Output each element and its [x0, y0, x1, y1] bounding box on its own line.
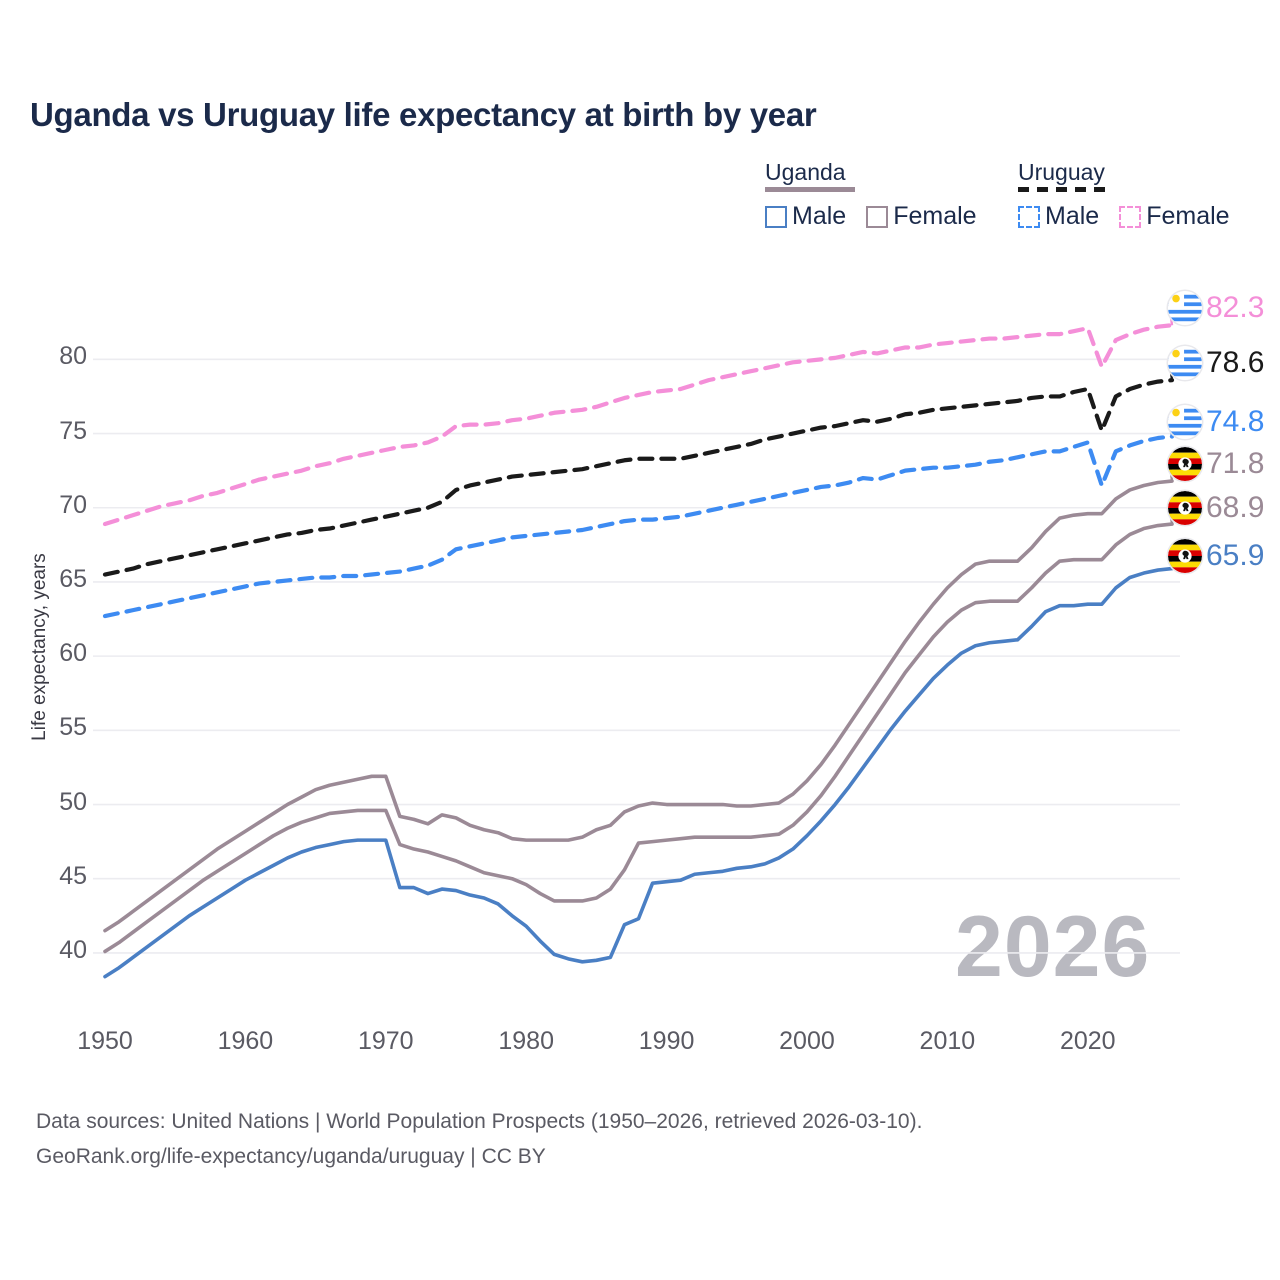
- y-tick-label: 80: [59, 342, 87, 371]
- legend-swatch-icon-uruguay-male: [1018, 205, 1040, 228]
- uganda-flag-icon: [1168, 491, 1202, 525]
- y-tick-label: 40: [59, 935, 87, 964]
- series-line-uruguay-total: [102, 378, 1175, 577]
- series-line-uruguay-female: [102, 323, 1175, 527]
- y-tick-label: 70: [59, 490, 87, 519]
- uganda-flag-icon: [1168, 491, 1202, 525]
- legend-item-uganda-female[interactable]: Female: [866, 202, 977, 231]
- footer-credits: Data sources: United Nations | World Pop…: [36, 1105, 922, 1174]
- legend-items-uganda: Male Female: [765, 202, 977, 231]
- y-tick-label: 65: [59, 564, 87, 593]
- series-line-uganda-total: [103, 522, 1174, 954]
- series-line-uganda-male: [103, 566, 1174, 979]
- end-value-label: 74.8: [1168, 402, 1264, 442]
- end-value-text: 74.8: [1206, 405, 1265, 438]
- legend-swatch-icon-uganda-male: [765, 205, 787, 228]
- footer-line-1: Data sources: United Nations | World Pop…: [36, 1110, 923, 1133]
- uruguay-flag-icon: [1168, 291, 1202, 325]
- end-value-text: 68.9: [1206, 491, 1265, 524]
- x-tick-label: 1960: [217, 1027, 274, 1055]
- legend-item-uruguay-male[interactable]: Male: [1018, 202, 1099, 231]
- end-value-text: 65.9: [1206, 539, 1265, 572]
- legend-country-uganda: Uganda: [765, 159, 846, 185]
- page-title: Uganda vs Uruguay life expectancy at bir…: [30, 96, 817, 133]
- legend-label-uruguay-female: Female: [1146, 202, 1230, 230]
- end-value-label: 68.9: [1168, 488, 1264, 528]
- uganda-flag-icon: [1168, 539, 1202, 573]
- x-tick-label: 2000: [779, 1027, 835, 1055]
- legend-group-uganda: Uganda: [765, 159, 855, 193]
- legend-rule-uganda: [765, 187, 855, 193]
- y-tick-label: 55: [59, 713, 87, 742]
- end-value-label: 82.3: [1168, 288, 1264, 328]
- legend-item-uganda-male[interactable]: Male: [765, 202, 846, 231]
- series-lines: [102, 323, 1175, 979]
- gridlines: [93, 358, 1180, 954]
- x-tick-label: 1980: [498, 1027, 554, 1055]
- uruguay-flag-icon: [1168, 346, 1202, 380]
- end-value-text: 78.6: [1206, 346, 1265, 379]
- end-value-label: 65.9: [1168, 536, 1264, 576]
- uruguay-flag-icon: [1168, 405, 1202, 439]
- legend-group-uruguay: Uruguay: [1018, 159, 1108, 193]
- y-axis-title: Life expectancy, years: [29, 553, 50, 741]
- legend-country-uruguay: Uruguay: [1018, 159, 1105, 185]
- footer-line-2: GeoRank.org/life-expectancy/uganda/urugu…: [36, 1144, 546, 1168]
- y-tick-label: 60: [59, 639, 87, 668]
- end-value-label: 78.6: [1168, 343, 1264, 383]
- x-tick-label: 1970: [357, 1027, 414, 1055]
- uganda-flag-icon: [1168, 539, 1202, 573]
- uganda-flag-icon: [1168, 447, 1202, 481]
- x-tick-label: 1950: [77, 1027, 133, 1055]
- x-tick-label: 2020: [1059, 1027, 1116, 1055]
- chart-legend: Uganda Uruguay Male Female Male: [760, 160, 1260, 250]
- legend-swatch-icon-uganda-female: [866, 205, 889, 228]
- y-tick-label: 75: [59, 416, 87, 445]
- uruguay-flag-icon: [1168, 291, 1202, 325]
- uruguay-flag-icon: [1168, 346, 1202, 380]
- legend-label-uganda-male: Male: [792, 202, 847, 230]
- end-value-text: 82.3: [1206, 291, 1265, 324]
- legend-rule-uruguay: [1018, 187, 1108, 193]
- x-tick-label: 2010: [919, 1027, 976, 1055]
- legend-label-uganda-female: Female: [893, 202, 977, 230]
- uruguay-flag-icon: [1168, 405, 1202, 439]
- uganda-flag-icon: [1168, 447, 1202, 481]
- legend-label-uruguay-male: Male: [1045, 202, 1100, 230]
- series-line-uruguay-male: [102, 434, 1175, 619]
- y-tick-label: 50: [59, 787, 87, 816]
- x-tick-label: 1990: [638, 1027, 695, 1055]
- y-tick-label: 45: [59, 861, 87, 890]
- end-value-label: 71.8: [1168, 444, 1264, 484]
- legend-item-uruguay-female[interactable]: Female: [1119, 202, 1230, 231]
- legend-items-uruguay: Male Female: [1018, 202, 1230, 231]
- end-value-text: 71.8: [1206, 447, 1265, 480]
- series-line-uganda-female: [103, 479, 1174, 933]
- legend-swatch-icon-uruguay-female: [1119, 205, 1142, 228]
